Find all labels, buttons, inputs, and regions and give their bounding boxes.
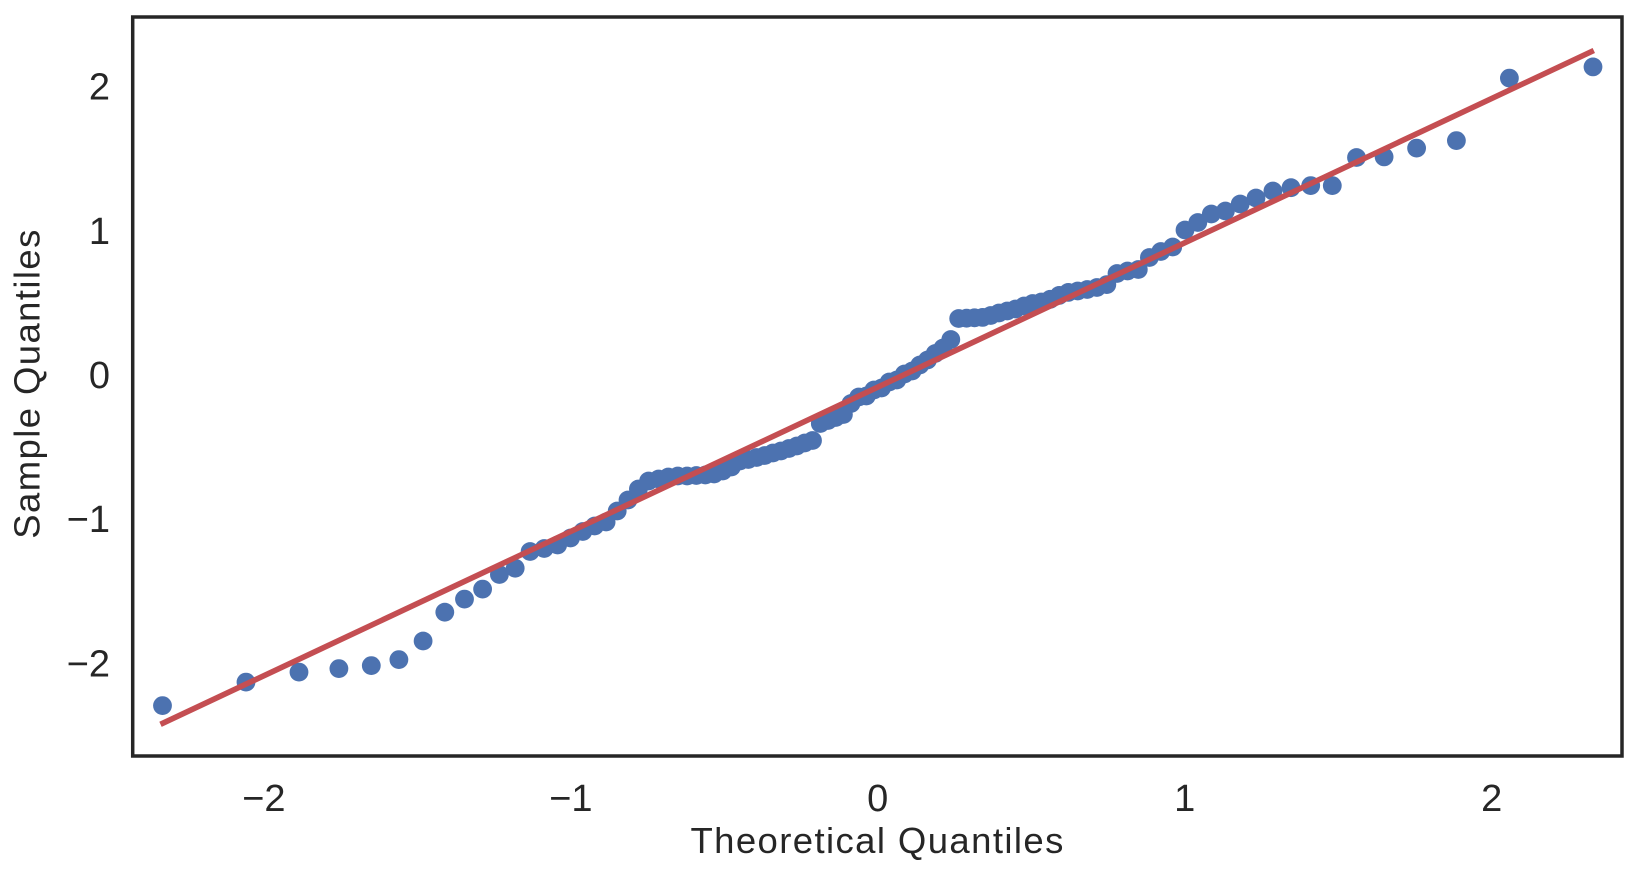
svg-text:Sample Quantiles: Sample Quantiles [7,228,48,539]
svg-text:−2: −2 [242,778,285,820]
svg-text:−1: −1 [67,499,110,541]
svg-text:1: 1 [1174,778,1195,820]
svg-text:−2: −2 [67,644,110,686]
svg-text:Theoretical Quantiles: Theoretical Quantiles [690,820,1064,861]
svg-text:2: 2 [89,67,110,109]
svg-text:0: 0 [867,778,888,820]
svg-text:0: 0 [89,355,110,397]
svg-text:1: 1 [89,211,110,253]
svg-text:2: 2 [1481,778,1502,820]
svg-text:−1: −1 [549,778,592,820]
